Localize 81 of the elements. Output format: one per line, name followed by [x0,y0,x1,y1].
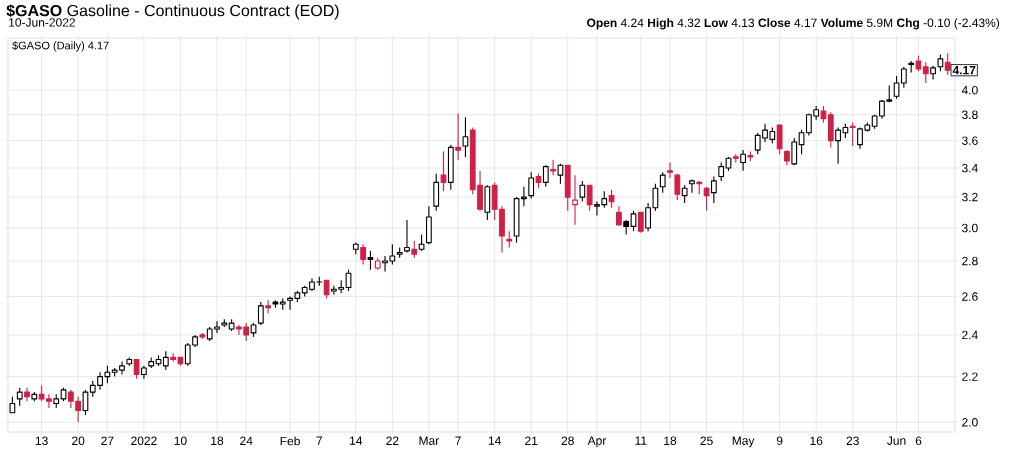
candlestick [572,174,578,226]
x-tick-label: 13 [35,436,48,445]
x-tick-label: 14 [350,436,363,445]
y-tick-label: 3.8 [962,110,978,120]
candlestick [24,387,30,402]
candlestick [798,129,805,155]
candlestick [265,299,272,314]
candlestick [586,184,593,212]
candlestick [930,65,936,81]
candlestick [608,189,615,209]
y-tick-label: 2.0 [962,418,978,427]
candlestick [455,112,462,161]
x-tick-label: 2022 [131,436,157,445]
x-tick-label: 22 [386,436,399,445]
candlestick [579,180,586,203]
annotation: $GASO (Daily) 4.17 [12,41,109,52]
text: Open 4.24 High 4.32 Low 4.13 Close 4.17 Volume 5.9M Chg -0.10 (-2.43%) [587,18,1000,30]
candlestick [849,121,856,147]
y-tick-label: 3.2 [962,192,978,202]
x-tick-label: May [732,436,755,448]
x-tick-label: 18 [211,436,224,445]
candlestick [360,243,367,266]
candlestick [674,173,681,201]
candlestick [462,116,469,158]
candlestick [791,137,798,166]
x-tick-label: 7 [316,436,323,445]
x-tick-label: 11 [635,436,647,445]
candlestick [944,52,951,76]
candlestick [257,301,264,326]
candlestick [615,205,622,226]
candlestick [16,387,23,407]
candlestick [404,219,410,254]
x-tick-label: 9 [776,436,783,445]
candlestick [703,186,710,212]
y-tick-label: 3.0 [962,223,978,233]
x-tick-label: 18 [664,436,677,445]
x-tick-label: Mar [419,436,440,445]
y-tick-label: 2.8 [962,256,978,266]
candlestick [922,61,929,84]
x-tick-label: Jun [887,436,906,445]
chart-subtitle: 10-Jun-2022 [9,18,75,27]
candlestick [542,164,549,188]
candlestick [776,124,783,155]
x-tick-label: 16 [810,436,823,445]
x-tick-label: 7 [455,436,461,445]
x-tick-label: 28 [561,436,574,445]
candlestick [689,178,695,194]
candlestick [528,171,535,200]
candlestick [345,269,352,292]
x-tick-label: Feb [280,436,300,446]
candlestick [133,358,140,380]
candlestick [637,211,644,234]
candlestick [82,389,89,416]
x-tick-label: 23 [846,436,859,445]
y-tick-label: 2.4 [962,330,978,340]
x-tick-label: 6 [915,436,922,445]
candlestick [433,173,440,212]
x-tick-label: 21 [525,436,538,445]
x-tick-label: 25 [700,436,713,445]
y-tick-label: 3.4 [962,163,978,173]
annotation: 4.17 [952,66,976,75]
candlestick [630,210,637,232]
candlestick [659,171,666,194]
candlestick [710,176,717,204]
x-tick-label: 10 [174,436,187,445]
candlestick [323,279,330,299]
y-tick-label: 2.2 [962,372,978,381]
y-tick-label: 2.6 [962,292,978,301]
candlestick [440,150,447,192]
candlestick [550,159,556,176]
y-tick-label: 3.6 [962,136,978,145]
x-tick-label: Apr [587,436,607,448]
candlestick [557,163,564,185]
candlestick [367,250,374,271]
x-tick-label: 20 [72,436,85,445]
x-tick-label: 14 [488,436,501,445]
y-tick-label: 4.0 [961,85,978,95]
candlestick [740,149,746,172]
x-tick-label: 27 [101,436,114,445]
candlestick [667,161,673,179]
x-tick-label: 24 [240,436,253,445]
